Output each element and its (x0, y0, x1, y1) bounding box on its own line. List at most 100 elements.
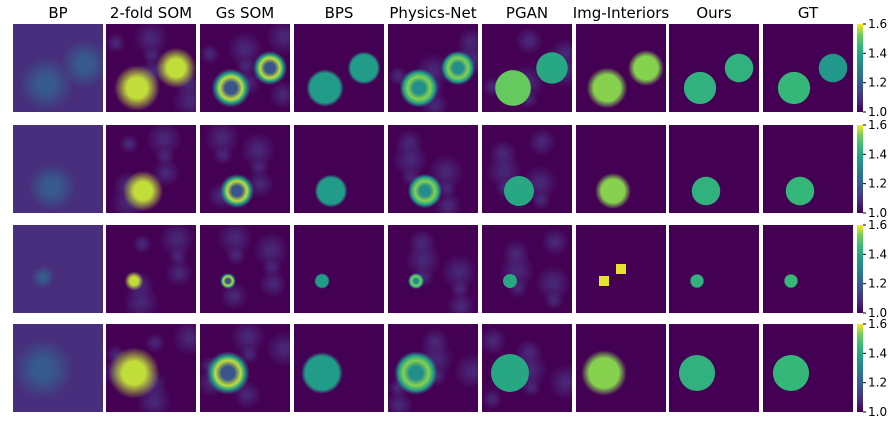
texture (266, 331, 290, 367)
panel-background (294, 225, 384, 313)
texture (269, 81, 290, 109)
column-title: Physics-Net (389, 4, 476, 22)
texture (441, 254, 477, 290)
texture (253, 232, 289, 268)
panel-image (13, 125, 103, 213)
column-title: Ours (696, 4, 731, 22)
texture (482, 327, 507, 355)
colorbar-tick-label: 1.2 (868, 177, 887, 191)
inclusion (491, 354, 529, 392)
inclusion (690, 274, 704, 288)
inclusion (503, 274, 517, 288)
texture (172, 324, 196, 356)
panel-image (13, 24, 103, 112)
inclusion (13, 338, 74, 400)
texture (159, 225, 195, 257)
inclusion (628, 50, 664, 86)
panel-image (669, 24, 759, 112)
column-title: Gs SOM (216, 4, 274, 22)
colorbar-tick-label: 1.6 (868, 17, 887, 31)
panel-image (576, 24, 666, 112)
texture (145, 333, 165, 353)
texture (165, 259, 193, 287)
colorbar-tick-label: 1.4 (868, 147, 887, 161)
texture (217, 225, 253, 256)
texture (395, 129, 423, 157)
inclusion (122, 170, 164, 212)
inclusion (683, 71, 717, 105)
inclusion (407, 173, 443, 209)
texture (220, 282, 248, 310)
inclusion (586, 67, 628, 109)
inclusion (394, 351, 438, 395)
colorbar-tick-label: 1.2 (868, 277, 887, 291)
column-title: 2-fold SOM (110, 4, 192, 22)
inclusion (785, 176, 815, 206)
panel-image (482, 125, 572, 213)
column-title: BPS (325, 4, 354, 22)
inclusion (252, 50, 288, 86)
panel-image (200, 24, 290, 112)
panel-image (106, 324, 196, 412)
panel-image (388, 324, 478, 412)
panel-background (13, 225, 103, 313)
colorbar-tick-label: 1.6 (868, 317, 887, 331)
texture (132, 234, 152, 254)
colorbar-tick-label: 1.4 (868, 346, 887, 360)
texture (204, 125, 240, 156)
panel-image (763, 24, 853, 112)
inclusion (599, 276, 609, 286)
panel-background (669, 225, 759, 313)
panel-image (669, 225, 759, 313)
panel-image (294, 125, 384, 213)
texture (454, 353, 478, 389)
panel-image (482, 225, 572, 313)
panel-image (294, 24, 384, 112)
panel-image (576, 125, 666, 213)
inclusion (18, 56, 74, 112)
texture (489, 140, 517, 168)
colorbar-gradient (857, 24, 863, 112)
colorbar-tick-label: 1.2 (868, 76, 887, 90)
panel-image (388, 125, 478, 213)
inclusion (495, 70, 531, 106)
panel-image (669, 324, 759, 412)
texture (421, 328, 449, 356)
panel-image (106, 125, 196, 213)
panel-image (388, 24, 478, 112)
inclusion (407, 272, 425, 290)
column-title: GT (798, 4, 819, 22)
colorbar-tick-label: 1.6 (868, 218, 887, 232)
colorbar-tick-label: 1.0 (868, 206, 887, 220)
inclusion (678, 354, 716, 392)
inclusion (581, 350, 627, 396)
inclusion (124, 271, 144, 291)
panel-image (13, 225, 103, 313)
texture (240, 132, 276, 168)
inclusion (31, 265, 55, 289)
inclusion (616, 264, 626, 274)
colorbar-gradient (857, 125, 863, 213)
inclusion (155, 47, 196, 89)
colorbar-gradient (857, 225, 863, 313)
colorbar-tick-label: 1.4 (868, 247, 887, 261)
colorbar: 1.0 1.2 1.4 1.6 (857, 317, 887, 419)
inclusion (504, 176, 534, 206)
inclusion (777, 71, 811, 105)
texture (200, 44, 220, 64)
inclusion (306, 69, 344, 107)
colorbar-tick-label: 1.0 (868, 306, 887, 320)
texture (535, 265, 571, 301)
panel-image (294, 225, 384, 313)
inclusion (314, 174, 348, 208)
texture (408, 229, 436, 257)
inclusion (219, 173, 255, 209)
inclusion (818, 53, 848, 83)
inclusion (772, 354, 810, 392)
colorbar-gradient (857, 324, 863, 412)
column-title: BP (48, 4, 67, 22)
texture (528, 128, 556, 156)
panel-image (294, 324, 384, 412)
colorbar-tick-label: 1.4 (868, 46, 887, 60)
